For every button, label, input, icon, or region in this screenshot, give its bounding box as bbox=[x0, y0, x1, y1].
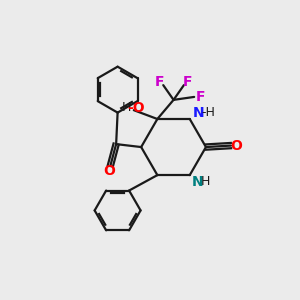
Text: N: N bbox=[192, 175, 204, 189]
Text: F: F bbox=[183, 75, 192, 88]
Text: O: O bbox=[230, 139, 242, 153]
Text: -H: -H bbox=[201, 106, 215, 119]
Text: -O: -O bbox=[127, 101, 145, 115]
Text: H: H bbox=[122, 101, 131, 114]
Text: H: H bbox=[200, 175, 210, 188]
Text: F: F bbox=[195, 90, 205, 104]
Text: F: F bbox=[155, 75, 164, 88]
Text: O: O bbox=[103, 164, 115, 178]
Text: N: N bbox=[193, 106, 204, 119]
